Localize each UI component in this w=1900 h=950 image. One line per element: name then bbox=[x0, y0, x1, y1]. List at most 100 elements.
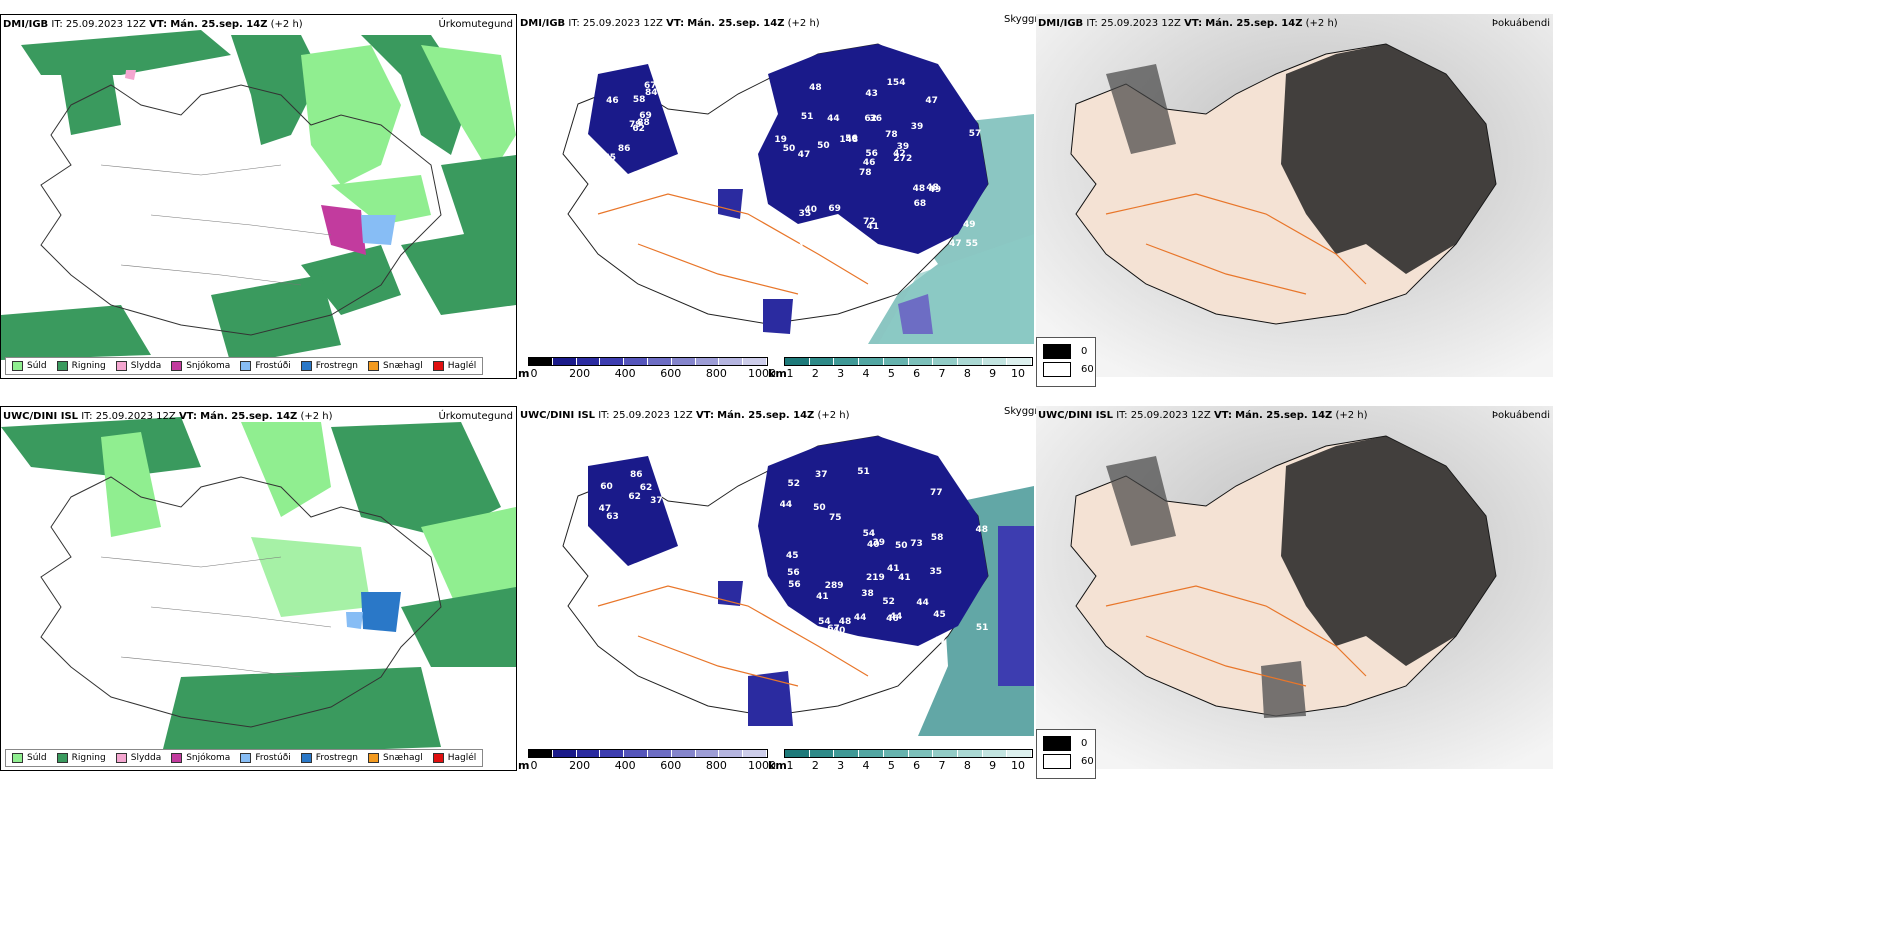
fog-legend-label: 0 bbox=[1081, 738, 1088, 749]
legend-swatch bbox=[368, 753, 380, 763]
colorbar-segment bbox=[908, 358, 934, 365]
legend-item: Frostregn bbox=[300, 753, 358, 763]
visibility-value-label: 62 bbox=[632, 124, 645, 135]
legend-item: Rigning bbox=[56, 361, 106, 371]
visibility-value-label: 148 bbox=[839, 134, 859, 145]
model-name: DMI/IGB bbox=[3, 19, 49, 30]
legend-label: Snæhagl bbox=[383, 361, 423, 371]
colorbar-segment bbox=[743, 750, 767, 757]
colorbar-tick: 1000 bbox=[748, 759, 776, 772]
visibility-value-label: 49 bbox=[655, 469, 669, 480]
visibility-value-label: 69 bbox=[639, 110, 652, 121]
it-value: 25.09.2023 12Z bbox=[1130, 410, 1211, 421]
it-value: 25.09.2023 12Z bbox=[65, 19, 146, 30]
fog-map-row1 bbox=[1036, 14, 1553, 377]
legend-swatch bbox=[56, 361, 68, 371]
colorbar-segment bbox=[933, 750, 958, 757]
it-label: IT: bbox=[1116, 410, 1128, 421]
colorbar-segment bbox=[834, 358, 860, 365]
lead-time: (+2 h) bbox=[300, 411, 333, 422]
visibility-value-label: 51 bbox=[800, 112, 814, 123]
fog-legend-item: 60 bbox=[1043, 754, 1094, 769]
legend-swatch bbox=[240, 753, 252, 763]
lead-time: (+2 h) bbox=[1335, 410, 1368, 421]
legend-label: Snæhagl bbox=[383, 753, 423, 763]
colorbar-segment bbox=[957, 750, 983, 757]
colorbar-tick: 4 bbox=[862, 759, 870, 772]
colorbar-segment bbox=[908, 750, 934, 757]
visibility-value-label: 42 bbox=[893, 148, 906, 159]
colorbar-segment bbox=[809, 358, 835, 365]
legend-item: Súld bbox=[12, 753, 47, 763]
it-value: 25.09.2023 12Z bbox=[612, 410, 693, 421]
colorbar-segment bbox=[719, 750, 744, 757]
legend-label: Rigning bbox=[71, 753, 106, 763]
colorbar-tick: 400 bbox=[614, 367, 636, 380]
legend-item: Súld bbox=[12, 361, 47, 371]
colorbar-segment bbox=[859, 750, 884, 757]
colorbar-segment bbox=[1007, 750, 1033, 757]
colorbar-segment bbox=[529, 750, 553, 757]
header-row1-vis: DMI/IGB IT: 25.09.2023 12Z VT: Mán. 25.s… bbox=[520, 18, 820, 29]
visibility-value-label: 50 bbox=[813, 503, 826, 514]
colorbar-segment bbox=[933, 358, 958, 365]
colorbar-segment bbox=[957, 358, 983, 365]
legend-label: Súld bbox=[27, 361, 47, 371]
visibility-panel-row1: DMI/IGB IT: 25.09.2023 12Z VT: Mán. 25.s… bbox=[518, 14, 1034, 377]
cloud-base-unit: m bbox=[518, 367, 530, 380]
visibility-value-label: 51 bbox=[975, 623, 989, 634]
legend-label: Slydda bbox=[130, 361, 162, 371]
precip-map-row1 bbox=[1, 30, 516, 365]
visibility-value-label: 38 bbox=[861, 589, 874, 600]
vt-label: VT: bbox=[1184, 18, 1203, 29]
visibility-value-label: 72 bbox=[862, 216, 876, 227]
legend-swatch bbox=[300, 361, 312, 371]
visibility-value-label: 39 bbox=[872, 538, 886, 549]
visibility-value-label: 62 bbox=[864, 113, 877, 124]
colorbar-segment bbox=[600, 750, 625, 757]
legend-label: Rigning bbox=[71, 361, 106, 371]
colorbar-tick: 800 bbox=[705, 759, 727, 772]
it-label: IT: bbox=[51, 19, 63, 30]
fog-legend-swatch bbox=[1043, 736, 1071, 751]
visibility-value-label: 289 bbox=[824, 580, 844, 591]
precip-legend: Súld Rigning Slydda Snjókoma Frostúði Frostre… bbox=[5, 357, 484, 375]
colorbar-segment bbox=[647, 750, 672, 757]
fog-legend-item: 60 bbox=[1043, 362, 1094, 377]
colorbar-tick: 6 bbox=[913, 759, 921, 772]
cloud-base-colorbar-row2: m 0 200 400 600 800 1000 bbox=[518, 749, 776, 773]
header-row2-vis: UWC/DINI ISL IT: 25.09.2023 12Z VT: Mán.… bbox=[520, 410, 850, 421]
fog-legend-swatch bbox=[1043, 362, 1071, 377]
fog-legend-swatch bbox=[1043, 344, 1071, 359]
visibility-value-label: 39 bbox=[896, 142, 910, 153]
colorbar-segment bbox=[647, 358, 672, 365]
colorbar-segment bbox=[552, 358, 577, 365]
it-label: IT: bbox=[598, 410, 610, 421]
legend-item: Slydda bbox=[115, 361, 162, 371]
colorbar-tick: 1 bbox=[786, 367, 794, 380]
visibility-value-label: 48 bbox=[809, 82, 822, 93]
visibility-value-label: 54 bbox=[862, 529, 876, 540]
colorbar-tick: 7 bbox=[938, 367, 946, 380]
vt-value: Mán. 25.sep. 14Z bbox=[1205, 18, 1303, 29]
visibility-value-label: 52 bbox=[882, 597, 895, 608]
visibility-value-label: 48 bbox=[926, 182, 939, 193]
colorbar-tick: 7 bbox=[938, 759, 946, 772]
visibility-value-label: 39 bbox=[910, 121, 924, 132]
visibility-value-label: 44 bbox=[779, 500, 793, 511]
visibility-value-label: 54 bbox=[803, 626, 816, 637]
visibility-value-label: 73 bbox=[910, 538, 923, 549]
fog-legend-item: 0 bbox=[1043, 344, 1087, 359]
visibility-value-label: 77 bbox=[929, 488, 943, 499]
vt-label: VT: bbox=[178, 411, 197, 422]
visibility-value-label: 62 bbox=[628, 492, 641, 503]
legend-label: Súld bbox=[27, 753, 47, 763]
colorbar-tick: 8 bbox=[963, 759, 971, 772]
colorbar-tick: 8 bbox=[963, 367, 971, 380]
colorbar-tick: 2 bbox=[811, 759, 819, 772]
header-row2-fog: UWC/DINI ISL IT: 25.09.2023 12Z VT: Mán.… bbox=[1038, 410, 1368, 421]
lead-time: (+2 h) bbox=[787, 18, 820, 29]
precip-type-panel-row2: UWC/DINI ISL IT: 25.09.2023 12Z VT: Mán.… bbox=[0, 406, 517, 771]
vis-panel-title: Skyggni bbox=[1004, 406, 1044, 417]
colorbar-segment bbox=[552, 750, 577, 757]
